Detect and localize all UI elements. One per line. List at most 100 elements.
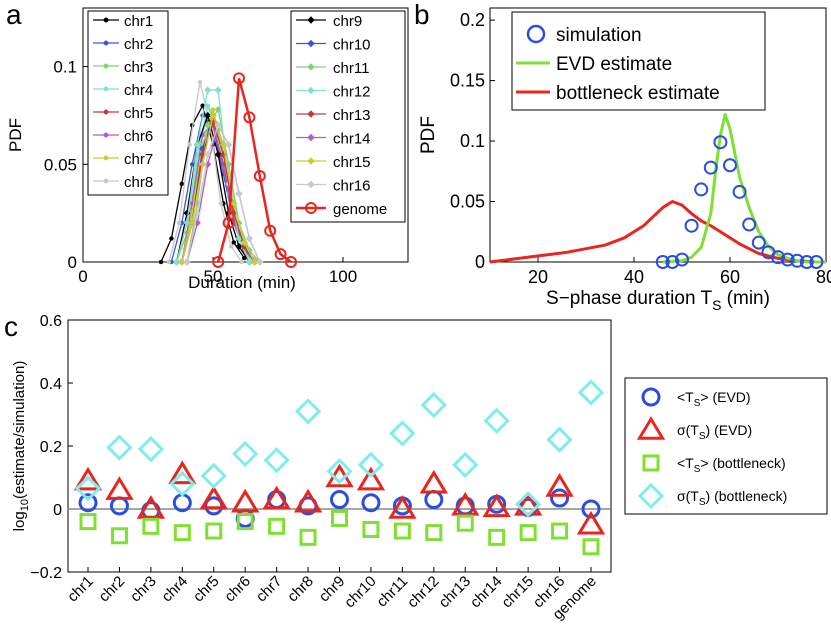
panel-c-ylabel-sub: 10 — [19, 499, 31, 511]
panel-c-legend-label-pre: σ(T — [677, 488, 699, 504]
panel-c-point-triangle — [451, 491, 480, 516]
panel-a-legend-marker — [103, 132, 109, 138]
panel-a-point-genome — [274, 248, 287, 261]
panel-a-point-chr16 — [245, 235, 253, 243]
panel-a-legend-marker — [307, 16, 315, 24]
panel-c-point-triangle — [136, 495, 166, 519]
panel-b-ytick-label: 0.1 — [460, 131, 485, 151]
panel-c-point-triangle — [230, 488, 260, 513]
panel-c-ytick-label: −0.2 — [30, 565, 62, 582]
panel-b-simulation-point — [723, 158, 737, 173]
panel-a-point-chr12 — [214, 86, 222, 94]
panel-c-point-square — [488, 528, 506, 546]
panel-label-a: a — [6, 0, 22, 30]
panel-c-point-circle — [109, 496, 129, 516]
panel-c-xtick-label: chr4 — [158, 573, 191, 606]
panel-c-ylabel: log10(estimate/simulation) — [11, 361, 31, 532]
panel-a-line-chr9 — [175, 113, 250, 263]
panel-a-point-chr8 — [228, 244, 234, 249]
panel-c-point-circle — [361, 493, 381, 513]
panel-b-simulation-point — [742, 217, 757, 232]
panel-a-point-chr8 — [187, 142, 192, 148]
panel-c-point-square — [236, 513, 254, 531]
panel-b-xtick-label: 40 — [624, 267, 644, 287]
panel-c-point-diamond — [232, 440, 259, 467]
panel-b-xlabel-sub: S — [712, 297, 721, 313]
panel-a-point-chr8 — [239, 259, 244, 265]
panel-c-xtick-label: chr2 — [96, 573, 129, 606]
panel-a-point-genome — [212, 256, 225, 268]
panel-a-legend-label: chr12 — [333, 84, 371, 101]
panel-a-point-chr9 — [235, 242, 243, 250]
panel-b-simulation-point — [751, 235, 766, 250]
panel-c-point-square — [425, 524, 443, 542]
panel-a-point-chr12 — [204, 86, 212, 94]
panel-c-xtick-label: chr14 — [467, 573, 506, 612]
panel-b-simulation-point — [771, 250, 785, 265]
panel-a-legend-label: chr10 — [333, 37, 371, 54]
panel-a-legend-marker — [103, 109, 109, 115]
panel-b-xtick-label: 80 — [816, 267, 831, 287]
panel-b-legend-label: simulation — [556, 25, 642, 46]
panel-b-frame — [489, 7, 827, 263]
panel-c-ytick-label: 0.6 — [40, 313, 62, 330]
panel-b-bottleneck-line — [489, 200, 826, 264]
panel-a-point-chr12 — [245, 258, 253, 266]
panel-c-point-square — [362, 520, 380, 538]
panel-b-ytick-label: 0.2 — [460, 10, 485, 30]
panel-b-ytick-label: 0.15 — [450, 71, 485, 91]
panel-c-legend-label: <TS> (bottleneck) — [677, 455, 786, 475]
panel-a-point-genome — [253, 170, 266, 183]
panel-a-legend-marker — [307, 63, 315, 71]
panel-c-ytick-label: 0 — [53, 502, 62, 519]
panel-c-point-square — [582, 538, 600, 556]
panel-c-point-circle — [550, 488, 570, 508]
panel-a-legend-label: chr5 — [124, 105, 153, 122]
panel-c-ylabel-suffix: (estimate/simulation) — [11, 361, 28, 499]
panel-a-point-chr7 — [210, 107, 216, 112]
panel-b-legend-label: EVD estimate — [556, 54, 672, 75]
panel-c-point-triangle — [419, 469, 449, 494]
panel-c-point-circle — [581, 499, 601, 519]
panel-c-point-diamond — [137, 436, 164, 463]
panel-a-legend-label: chr6 — [124, 128, 153, 145]
panel-a-ytick-label: 0.1 — [53, 58, 77, 77]
panel-a-legend-marker — [307, 39, 315, 48]
panel-c-point-triangle — [168, 460, 197, 485]
panel-b-xlabel-main: S−phase duration T — [546, 288, 712, 309]
panel-a-point-chr15 — [240, 238, 248, 246]
panel-a-point-chr15 — [199, 160, 207, 168]
panel-c-point-triangle — [73, 466, 103, 491]
panel-c: −0.200.20.40.6chr1chr2chr3chr4chr5chr6ch… — [11, 313, 828, 623]
panel-c-point-square — [551, 522, 569, 540]
panel-a-legend-marker — [307, 110, 315, 118]
panel-b-simulation-point — [675, 252, 689, 267]
panel-b-simulation-point — [684, 218, 699, 233]
panel-b-simulation-point — [790, 253, 805, 268]
panel-c-point-square — [173, 524, 191, 542]
panel-b-simulation-point — [732, 184, 747, 199]
panel-c-point-diamond — [326, 458, 353, 485]
panel-b-legend-label: bottleneck estimate — [556, 83, 720, 104]
panel-c-point-diamond — [515, 491, 542, 518]
panel-label-c: c — [4, 311, 18, 342]
panel-a-ytick-label: 0.05 — [44, 155, 77, 174]
panel-c-xtick-label: chr7 — [253, 573, 286, 606]
panel-b-simulation-point — [703, 160, 718, 175]
panel-c-point-diamond — [389, 420, 416, 447]
panel-a-point-chr1 — [231, 240, 237, 245]
panel-a-legend-marker — [307, 86, 315, 95]
panel-a-point-chr12 — [193, 141, 201, 149]
panel-c-legend-label-sub: S — [699, 431, 706, 442]
panel-a-point-chr1 — [179, 181, 185, 187]
panel-b-legend-box — [511, 11, 766, 111]
panel-b-xtick-label: 60 — [720, 267, 740, 287]
panel-c-legend-label: σ(TS) (bottleneck) — [677, 488, 787, 508]
panel-c-point-square — [268, 517, 286, 535]
panel-c-legend-label-sub: S — [694, 398, 701, 409]
panel-c-point-square — [519, 524, 537, 542]
panel-c-legend-marker — [637, 482, 665, 510]
panel-a-point-chr1 — [169, 236, 174, 241]
panel-a-point-chr16 — [225, 141, 233, 149]
